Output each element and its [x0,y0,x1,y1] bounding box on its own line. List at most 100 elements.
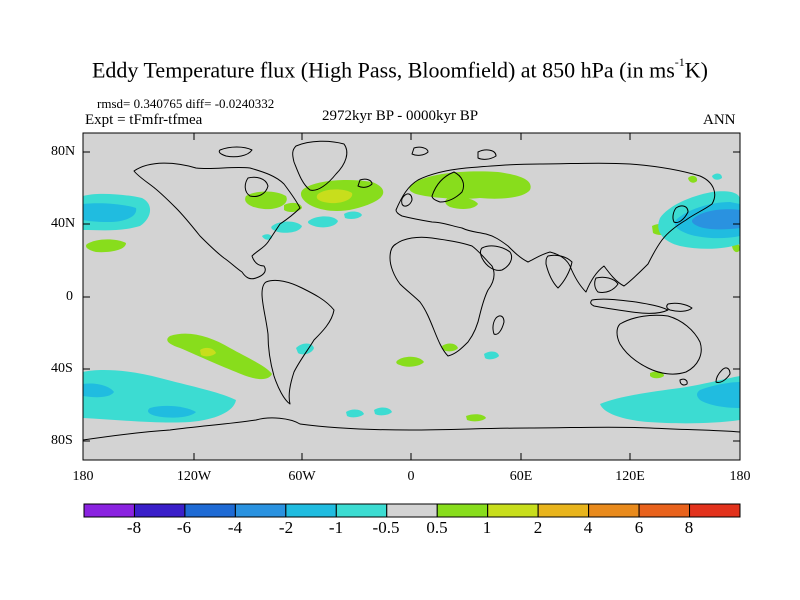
anomaly-tropical-pacific-west [86,239,126,253]
season-text: ANN [703,112,736,128]
colorbar-box-10 [537,503,590,518]
lon-label-180w: 180 [72,469,94,484]
coast-south-america [261,279,335,405]
lon-label-120w: 120W [176,469,212,484]
lon-label-120e: 120E [615,469,645,484]
colorbar-label-10: 4 [583,518,593,537]
rmsd-diff-text: rmsd= 0.340765 diff= -0.0240332 [97,96,275,111]
coast-scandinavia [431,171,465,203]
colorbar-box-5 [285,503,337,518]
anomaly-northwest-pacific-core [692,209,740,230]
colorbar-label-4: -2 [278,518,294,537]
lon-label-180e: 180 [729,469,751,484]
coast-australia [616,314,702,375]
anomaly-north-atlantic-core [316,189,353,204]
plot-title: Eddy Temperature flux (High Pass, Bloomf… [0,52,800,83]
colorbar-box-13 [689,503,741,518]
coast-greenland [292,140,348,191]
title-text: Eddy Temperature flux (High Pass, Bloomf… [91,57,675,83]
anomaly-south-pacific-core [200,347,216,357]
colorbar-label-5: -1 [328,518,344,537]
colorbar-label-6: -0.5 [372,518,400,537]
colorbar-box-9 [487,503,539,518]
anomaly-south-indian-ocean [600,376,740,424]
coast-arabia [480,245,513,271]
colorbar-label-1: -8 [126,518,142,537]
colorbar-box-8 [436,503,489,518]
anomaly-southeast-atlantic [442,343,458,352]
coast-india [545,254,573,289]
colorbar-label-8: 1 [482,518,492,537]
anomaly-south-indian-green [466,414,486,422]
coast-antarctica [83,417,740,441]
coast-japan [672,205,689,223]
colorbar-label-7: 0.5 [426,518,448,537]
anomaly-mid-atlantic [344,211,362,219]
colorbar-box-11 [588,503,640,518]
anomaly-northeast-pacific-inner [83,203,137,222]
colorbar-box-12 [638,503,691,518]
anomaly-eastern-europe-south [445,197,478,209]
anomaly-east-pacific-edge [732,243,740,253]
anomaly-south-indian-ocean-inner [697,382,740,408]
coast-eurasia [395,162,716,293]
coast-iceland [357,178,373,188]
lat-label-80n: 80N [51,144,76,159]
anomaly-south-atlantic-small-1 [346,409,364,418]
lon-label-60e: 60E [509,469,533,484]
coast-north-america [133,162,301,280]
anomaly-southeast-pacific [83,370,236,423]
anomaly-south-pacific [167,333,272,380]
colorbar-label-3: -4 [227,518,243,537]
coast-hudson-bay [244,176,269,197]
coast-madagascar [492,315,505,335]
colorbar-box-7 [386,503,438,518]
anomaly-us-east-coast [271,221,302,233]
coast-tasmania [679,378,688,386]
coastlines [83,140,740,441]
anomaly-regions [83,171,740,424]
colorbar-label-12: 8 [684,518,694,537]
coast-new-zealand [715,367,731,383]
coast-africa [389,236,495,357]
colorbar-box-1 [83,503,135,518]
colorbar-label-9: 2 [533,518,543,537]
period-text: 2972kyr BP - 0000kyr BP [322,108,479,124]
coast-svalbard [411,146,429,156]
anomaly-japan-small [688,175,698,183]
colorbar-box-6 [335,503,388,518]
lon-label-60w: 60W [288,469,316,484]
coast-british-isles [401,193,413,207]
experiment-text: Expt = tFmfr-tfmea [85,112,203,128]
lat-label-40n: 40N [51,216,76,231]
anomaly-southeast-pacific-inner2 [148,405,196,418]
colorbar-label-11: 6 [634,518,644,537]
anomaly-south-atlantic-small-2 [374,407,392,416]
anomaly-north-america-small [262,234,272,240]
lat-label-80s: 80S [51,433,73,448]
anomaly-south-atlantic-offshore [396,356,424,367]
anomaly-kamchatka-small [712,173,722,180]
lon-label-0: 0 [407,469,415,484]
anomaly-central-atlantic [307,216,338,228]
colorbar-label-2: -6 [176,518,192,537]
map-ticks [83,133,740,460]
title-superscript: -1 [674,55,685,69]
coast-southeast-asia [594,276,619,293]
anomaly-southeast-pacific-inner [83,383,114,398]
anomaly-hudson-bay [245,191,287,210]
coast-novaya-zemlya [477,149,497,160]
coast-new-guinea [666,302,693,312]
title-unit-tail: K) [684,57,708,83]
colorbar-box-4 [234,503,287,518]
colorbar [83,503,741,518]
anomaly-southwest-indian-small [484,351,499,360]
colorbar-box-3 [184,503,236,518]
colorbar-box-2 [133,503,186,518]
lat-label-0: 0 [66,289,73,304]
lat-label-40s: 40S [51,361,73,376]
coast-indonesia [590,298,669,314]
coast-arctic-islands [218,146,253,158]
anomaly-eastern-europe [409,171,531,199]
